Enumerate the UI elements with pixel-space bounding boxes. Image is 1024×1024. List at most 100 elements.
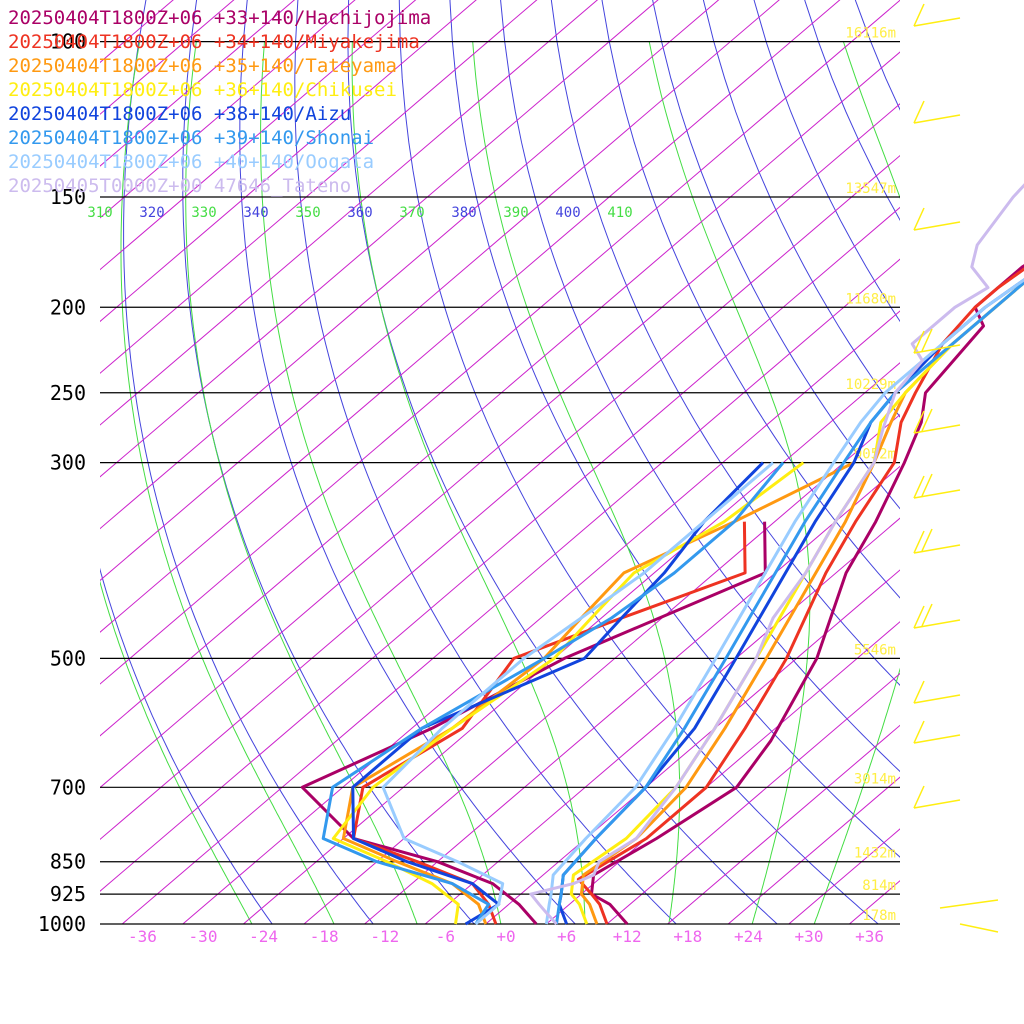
temperature-tick-label: -12 [370,927,399,946]
temperature-line [576,267,1024,925]
isotherm-line [100,0,780,582]
wind-barb [913,734,961,744]
isotherm-line [100,154,900,841]
height-label: 1432m [854,846,896,862]
theta-label: 320 [139,205,164,221]
isotherm-line [100,0,235,115]
wind-barb-flag [913,3,925,27]
dry-adiabat-line [922,0,1024,943]
height-label: 814m [862,878,896,894]
isotherm-line [100,0,599,426]
dry-adiabat-line [702,0,900,418]
temperature-tick-label: +24 [734,927,763,946]
wind-barb-flag [921,408,933,432]
isotherm-line [100,206,900,892]
height-label: 13547m [845,181,896,197]
wind-barb-flag [913,330,925,354]
legend-entry: 20250404T1800Z+06 +39+140/Shonai [8,127,374,149]
isotherm-line [121,258,900,924]
theta-labels: 310 320 330 340 350 360 370 380 390 400 410 [87,205,632,221]
wind-barb-flag [913,530,925,554]
dry-adiabat-line [398,0,879,924]
temperature-line [555,280,1024,925]
temperature-tick-label: +18 [673,927,702,946]
temperature-tick-label: +6 [557,927,576,946]
dewpoint-line [300,521,767,925]
wind-barb [959,923,999,933]
pressure-label: 150 [50,185,86,209]
dry-adiabat-line [652,0,900,510]
temperature-tick-label: -6 [436,927,455,946]
isotherm-line [100,0,477,323]
wind-barb-flag [921,328,933,352]
isotherm-line [606,672,900,924]
temperature-tick-label: +30 [795,927,824,946]
wind-barb-flag [913,410,925,434]
isotherm-line [546,621,900,924]
wind-barb [913,489,961,499]
wind-barb [913,799,961,809]
pressure-label: 925 [50,882,86,906]
wind-barb-flag [913,785,925,809]
height-labels: 16116m13547m11680m10229m9052m5546m3014m1… [845,26,896,924]
dry-adiabat-line [500,0,900,773]
wind-barb [913,221,961,231]
moist-adiabat-line [813,41,900,924]
theta-label: 330 [191,205,216,221]
isotherm-line [667,724,900,924]
theta-label: 310 [87,205,112,221]
isotherms [100,0,900,924]
temperature-line [529,183,1024,926]
height-label: 3014m [854,771,896,787]
pressure-label: 1000 [38,912,86,936]
isotherm-line [100,0,174,64]
wind-barb-flag [913,720,925,744]
theta-label: 380 [451,205,476,221]
temperature-tick-labels: -36-30-24-18-12-6+0+6+12+18+24+30+36-66-… [128,927,884,946]
wind-barb-flag [921,603,933,627]
moist-adiabat-line [472,41,681,924]
temperature-tick-label: +0 [496,927,515,946]
theta-label: 340 [243,205,268,221]
dry-adiabat-line [854,0,900,111]
isotherm-line [243,362,900,924]
temperature-line [544,278,1024,925]
dewpoint-line [352,521,747,925]
isotherm-line [100,0,296,167]
temperature-line [569,280,1024,925]
height-label: 178m [862,908,896,924]
isotherm-line [100,0,720,530]
dry-adiabats [100,0,1024,943]
height-label: 16116m [845,26,896,42]
wind-barb-flag [913,475,925,499]
isotherm-line [424,517,900,924]
dewpoint-line [351,461,765,926]
theta-label: 390 [503,205,528,221]
temperature-tick-label: -18 [310,927,339,946]
pressure-label: 300 [50,451,86,475]
isobars [100,41,900,925]
wind-barb-flag [913,605,925,629]
temperature-line [590,264,1024,925]
isotherm-line [303,413,900,924]
temperature-tick-label: +36 [855,927,884,946]
isotherm-line [182,310,900,924]
wind-barb [913,694,961,704]
dry-adiabat-line [123,0,374,924]
theta-label: 370 [399,205,424,221]
dry-adiabat-line [100,567,273,924]
wind-barbs [913,3,999,933]
isotherm-line [100,103,900,789]
dry-adiabat-line [347,0,778,924]
wind-barb-flag [913,680,925,704]
sounding-series [300,183,1024,926]
legend-entry: 20250405T0000Z+00 47646_Tateno [8,175,351,197]
dry-adiabat-line [969,0,1024,943]
wind-barb [913,424,961,434]
legend-entry: 20250404T1800Z+06 +33+140/Hachijojima [8,7,431,29]
wind-barb [913,344,961,354]
temperature-tick-label: -30 [189,927,218,946]
wind-barb-flag [913,207,925,231]
wind-barb-flag [913,100,925,124]
